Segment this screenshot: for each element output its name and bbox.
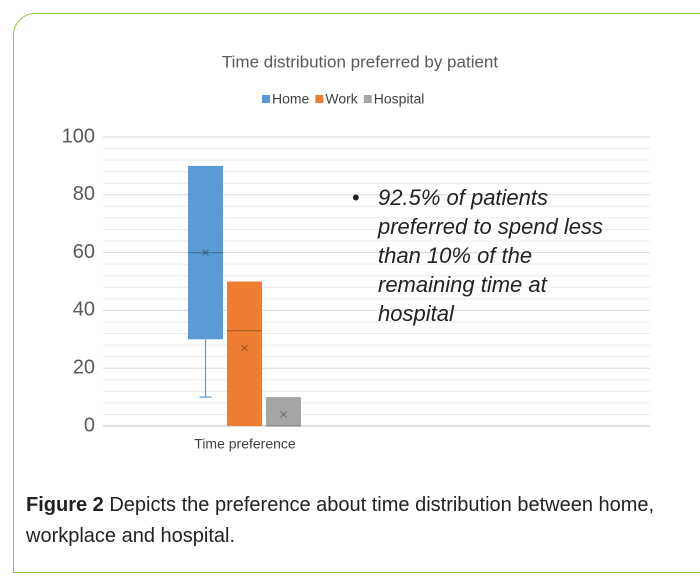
y-tick-label: 40 xyxy=(73,299,95,321)
y-tick-label: 0 xyxy=(84,414,95,436)
mean-marker xyxy=(241,344,248,352)
box xyxy=(188,165,223,340)
annotation-line: hospital xyxy=(378,301,454,326)
caption-text: Depicts the preference about time distri… xyxy=(26,494,655,547)
y-tick-label: 80 xyxy=(73,183,95,205)
mean-marker xyxy=(202,249,209,256)
box xyxy=(266,397,301,426)
y-tick-label: 60 xyxy=(73,241,95,263)
legend-swatch xyxy=(363,95,372,103)
annotation-line: than 10% of the xyxy=(378,243,533,268)
y-tick-label: 100 xyxy=(62,125,95,147)
box xyxy=(227,281,262,426)
legend-swatch xyxy=(315,95,324,103)
legend-swatch xyxy=(262,95,270,103)
annotation-line: remaining time at xyxy=(378,272,547,297)
legend-label: Work xyxy=(325,91,358,107)
annotation-line: preferred to spend less xyxy=(378,214,604,239)
legend-label: Home xyxy=(272,91,310,107)
figure-card xyxy=(13,13,700,573)
chart: Time distribution preferred by patient 0… xyxy=(62,52,650,452)
caption: Figure 2 Depicts the preference about ti… xyxy=(26,490,666,552)
annotation-line: 92.5% of patients xyxy=(352,183,603,212)
y-tick-label: 20 xyxy=(73,356,95,378)
chart-title: Time distribution preferred by patient xyxy=(222,52,499,71)
x-tick-label: Time preference xyxy=(194,436,296,452)
mean-marker xyxy=(280,411,287,418)
caption-label: Figure 2 xyxy=(26,494,104,516)
legend-label: Hospital xyxy=(374,91,425,107)
